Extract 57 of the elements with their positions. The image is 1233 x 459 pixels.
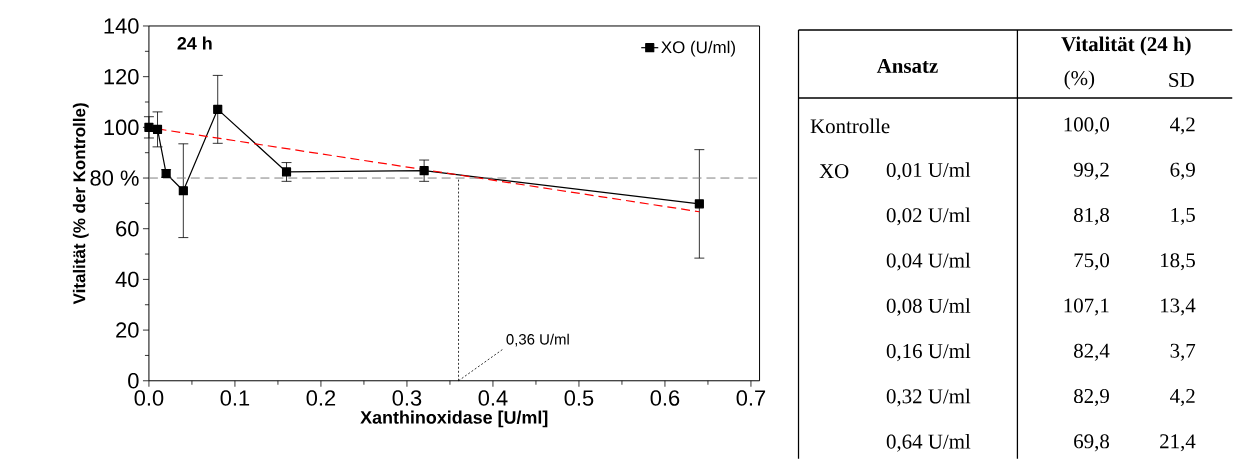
text: 81,8: [1074, 207, 1110, 225]
text: 13,4: [1161, 298, 1196, 316]
point: [152, 124, 163, 134]
text: Vitalität (24 h): [1061, 36, 1191, 56]
text: 4,2: [1170, 388, 1195, 406]
x-tick-label: 0.4: [478, 390, 508, 406]
point: [281, 167, 292, 177]
point: [178, 185, 188, 196]
text: 0,04 U/ml: [886, 252, 971, 271]
ref-line-label: 0,36 U/ml: [506, 333, 569, 347]
y-tick-label: 40: [115, 271, 139, 287]
text: 0,64 U/ml: [886, 433, 971, 452]
text: 0,02 U/ml: [886, 207, 971, 226]
x-axis-title: Xanthinoxidase [U/ml]: [360, 410, 548, 428]
y-axis-title: Vitalität (% der Kontrolle): [72, 103, 89, 304]
text: SD: [1169, 72, 1194, 87]
text: 21,4: [1160, 434, 1196, 452]
text: XO: [819, 163, 849, 178]
annotation: 24 h: [177, 36, 212, 50]
y-tick-label: 0: [128, 372, 139, 389]
text: 69,8: [1074, 434, 1110, 452]
y-tick-label: 140: [104, 18, 139, 34]
text: Ansatz: [876, 58, 938, 73]
text: 6,9: [1170, 162, 1195, 180]
text: 18,5: [1161, 252, 1195, 271]
x-tick-label: 0.3: [392, 390, 422, 406]
point: [144, 122, 154, 132]
text: 3,7: [1170, 343, 1196, 361]
text: 0,16 U/ml: [886, 343, 971, 361]
x-tick-label: 0.1: [220, 390, 250, 406]
text: 0,32 U/ml: [886, 388, 971, 407]
x-tick-label: 0.6: [650, 390, 680, 406]
text: 99,2: [1073, 162, 1109, 180]
text: 82,4: [1074, 343, 1110, 361]
legend-label: XO (U/ml): [661, 40, 735, 57]
text: Kontrolle: [810, 118, 890, 134]
y-tick-label: 100: [104, 119, 139, 135]
x-tick-label: 0.0: [134, 390, 164, 406]
point: [694, 199, 704, 209]
point: [419, 165, 429, 176]
y-tick-label: 20: [116, 322, 139, 338]
text: (%): [1064, 70, 1095, 90]
x-tick-label: 0.7: [736, 390, 766, 406]
x-tick-label: 0.2: [306, 390, 336, 406]
text: 0,08 U/ml: [886, 297, 971, 316]
text: 4,2: [1170, 117, 1195, 135]
y-tick-label: 60: [116, 220, 139, 237]
y-tick-label: 120: [104, 68, 139, 85]
text: 75,0: [1074, 252, 1110, 271]
point: [213, 104, 223, 114]
text: 82,9: [1074, 388, 1109, 406]
text: 0,01 U/ml: [886, 162, 971, 180]
text: 1,5: [1171, 207, 1195, 225]
y-tick-label: 80 %: [90, 170, 139, 186]
x-tick-label: 0.5: [564, 390, 594, 406]
text: 100,0: [1064, 117, 1110, 135]
text: 107,1: [1064, 298, 1109, 316]
